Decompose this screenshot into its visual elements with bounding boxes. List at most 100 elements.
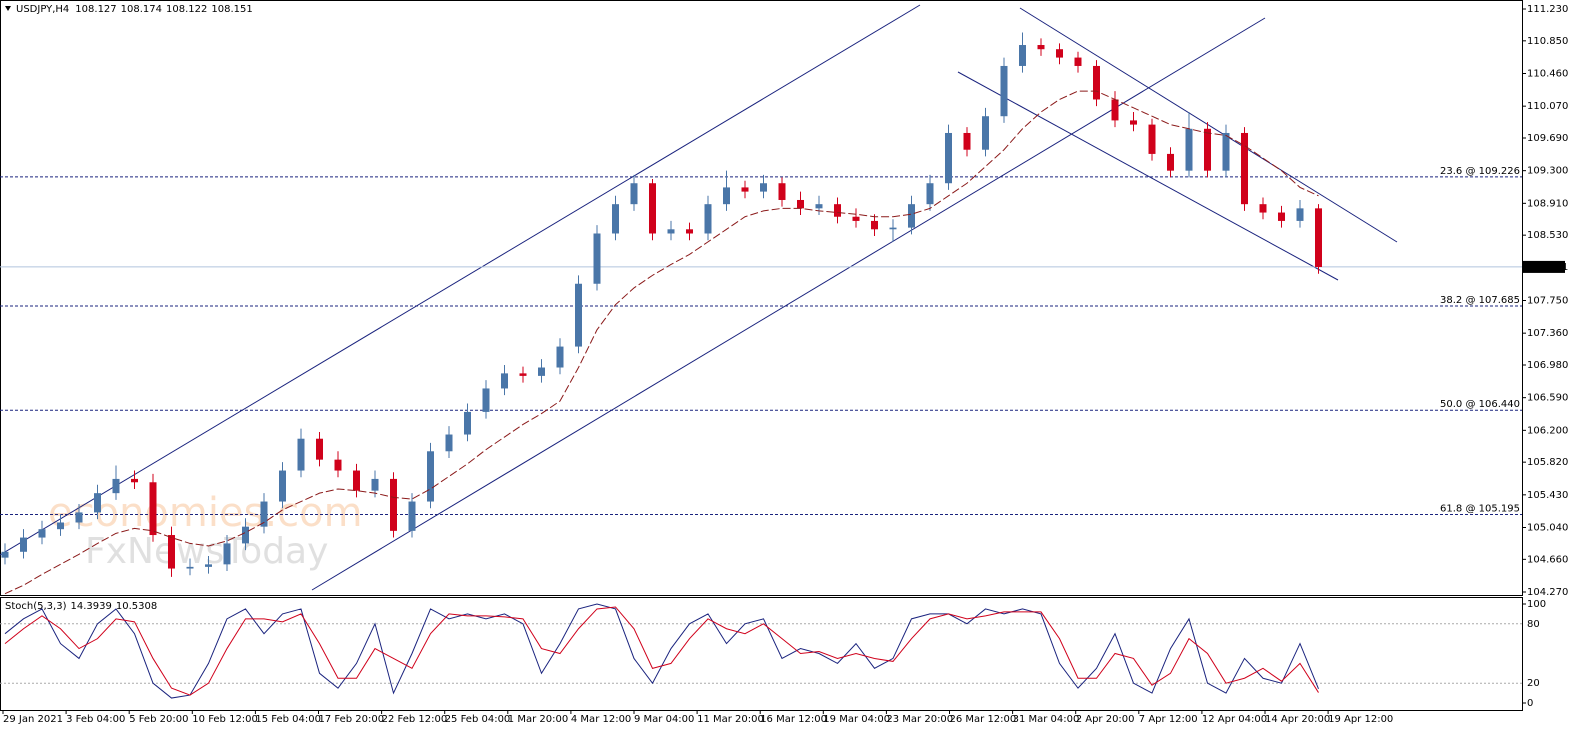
candle-body [1130, 120, 1137, 125]
x-tick-label: 7 Apr 12:00 [1139, 714, 1198, 725]
x-tick-label: 26 Mar 12:00 [950, 714, 1017, 725]
candle-body [649, 183, 656, 234]
candle-body [575, 283, 582, 347]
candle-body [723, 187, 730, 205]
last-price-box [1523, 260, 1565, 273]
candle-body [1241, 132, 1248, 205]
candle-body [371, 478, 379, 491]
y-tick-label: 111.230 [1527, 4, 1568, 15]
header-value: 108.127 [75, 4, 116, 15]
candle-body [390, 478, 397, 531]
candle-body [223, 543, 231, 565]
x-tick-label: 1 Mar 20:00 [508, 714, 568, 725]
candle-body [1204, 128, 1211, 171]
x-tick-label: 11 Mar 20:00 [697, 714, 764, 725]
level-label: 38.2 @ 107.685 [1440, 295, 1520, 306]
x-tick-label: 10 Feb 12:00 [192, 714, 258, 725]
candle-body [1148, 124, 1156, 154]
candle-body [760, 183, 767, 192]
x-tick-label: 22 Feb 12:00 [382, 714, 448, 725]
candle-body [1185, 128, 1193, 171]
candle-body [20, 537, 27, 552]
x-tick-label: 5 Feb 20:00 [129, 714, 188, 725]
x-tick-label: 15 Feb 04:00 [255, 714, 321, 725]
y-tick-label: 110.850 [1527, 36, 1568, 47]
y-tick-label: 106.980 [1527, 360, 1568, 371]
candle-body [926, 183, 934, 205]
header-value: 10.5308 [116, 601, 157, 612]
candle-body [1037, 45, 1045, 50]
indicator-title: Stoch(5,3,3) [5, 601, 67, 612]
x-tick-label: 4 Mar 12:00 [571, 714, 631, 725]
candle-body [538, 367, 545, 376]
candle-body [871, 220, 878, 230]
y-tick-label: 108.530 [1527, 230, 1568, 241]
y-tick-label: 107.750 [1527, 296, 1568, 307]
level-label: 50.0 @ 106.440 [1440, 399, 1520, 410]
candle-body [778, 183, 786, 200]
candle-body [667, 229, 675, 234]
candle-body [630, 183, 638, 205]
candle-body [704, 204, 712, 234]
level-label: 23.6 @ 109.226 [1440, 166, 1520, 177]
candle-body [186, 566, 194, 569]
candle-body [408, 501, 416, 531]
level-label: 61.8 @ 105.195 [1440, 504, 1520, 515]
y-tick-label: 105.430 [1527, 490, 1568, 501]
trend-line [0, 4, 921, 556]
header-value: 108.174 [121, 4, 162, 15]
candle-body [131, 478, 138, 483]
candle-body [889, 227, 897, 230]
candle-body [908, 204, 915, 228]
y-tick-label: 80 [1527, 619, 1540, 630]
candle-body [112, 478, 120, 494]
chart-header: USDJPY,H4 108.127 108.174 108.122 108.151 [16, 4, 253, 15]
candle-body [1093, 65, 1100, 100]
y-tick-label: 105.040 [1527, 523, 1568, 534]
x-tick-label: 16 Mar 12:00 [760, 714, 827, 725]
x-tick-label: 3 Feb 04:00 [66, 714, 125, 725]
candle-body [1019, 45, 1026, 66]
candle-body [556, 346, 564, 368]
y-tick-label: 0 [1527, 698, 1533, 709]
y-tick-label: 106.200 [1527, 425, 1568, 436]
candle-body [297, 438, 305, 471]
candle-body [279, 470, 286, 502]
x-tick-label: 2 Apr 20:00 [1076, 714, 1135, 725]
y-tick-label: 104.270 [1527, 587, 1568, 598]
candle-body [464, 411, 471, 435]
candle-body [852, 216, 860, 221]
x-tick-label: 23 Mar 20:00 [886, 714, 953, 725]
header-value: 108.151 [211, 4, 252, 15]
candle-body [945, 132, 952, 184]
candle-body [1315, 208, 1322, 267]
candle-body [1259, 204, 1267, 213]
indicator-panel [0, 597, 1523, 711]
candle-body [741, 187, 749, 192]
x-tick-label: 17 Feb 20:00 [319, 714, 385, 725]
y-tick-label: 105.820 [1527, 457, 1568, 468]
y-tick-label: 104.660 [1527, 554, 1568, 565]
candle-body [1056, 49, 1063, 58]
candle-body [1222, 132, 1230, 171]
candle-body [482, 388, 490, 412]
symbol: USDJPY,H4 [16, 4, 69, 15]
x-tick-label: 14 Apr 20:00 [1265, 714, 1330, 725]
candle-body [1296, 208, 1304, 221]
candle-body [1278, 212, 1285, 221]
candle-body [205, 564, 212, 567]
candle-body [501, 373, 508, 389]
x-tick-label: 19 Apr 12:00 [1328, 714, 1393, 725]
candle-body [75, 512, 83, 523]
candle-body [1074, 57, 1082, 66]
candle-body [94, 493, 101, 513]
candle-body [149, 482, 157, 536]
candle-body [1167, 153, 1174, 171]
y-tick-label: 109.690 [1527, 133, 1568, 144]
indicator-header: Stoch(5,3,3) 14.3939 10.5308 [5, 601, 157, 612]
x-tick-label: 29 Jan 2021 [3, 714, 63, 725]
y-tick-label: 107.360 [1527, 328, 1568, 339]
x-tick-label: 31 Mar 04:00 [1013, 714, 1080, 725]
candle-body [316, 438, 323, 460]
candle-body [57, 522, 64, 530]
